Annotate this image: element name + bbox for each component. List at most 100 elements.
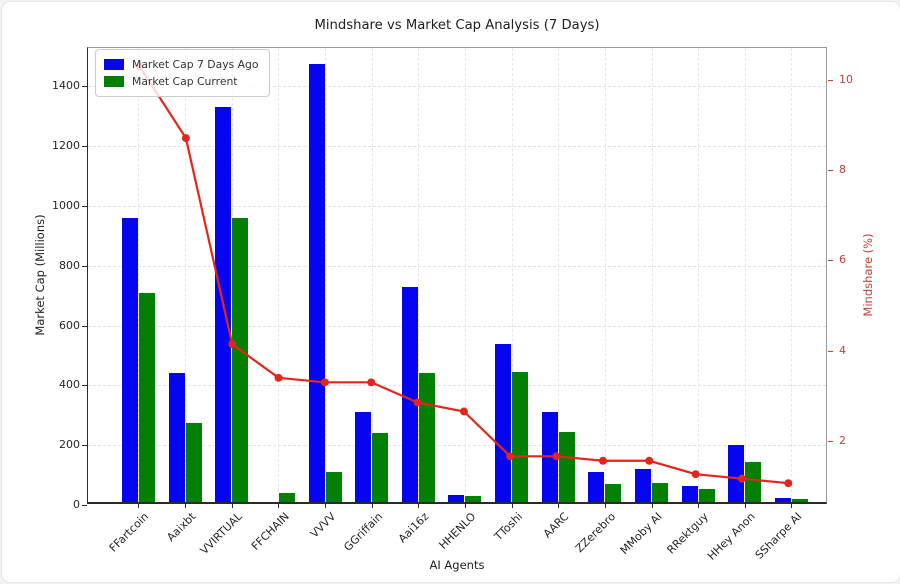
y-left-tickmark [82, 385, 87, 387]
gridline-vertical [371, 48, 373, 502]
legend-swatch-icon [104, 76, 124, 87]
mindshare-point [367, 378, 376, 387]
y-right-tick-label: 4 [839, 343, 846, 357]
gridline-vertical [651, 48, 653, 502]
x-tick-label: RRektguy [664, 510, 712, 557]
bar-current [232, 217, 249, 502]
bar-current [185, 422, 202, 502]
y-left-tickmark [82, 325, 87, 327]
y-left-tick-label: 1000 [52, 198, 80, 212]
bar-current [278, 493, 295, 502]
mindshare-point [737, 474, 746, 483]
bar-current [325, 472, 342, 502]
x-tickmark [558, 503, 560, 508]
y-right-tick-label: 2 [839, 433, 846, 447]
y-left-tick-label: 600 [59, 318, 80, 332]
mindshare-point [274, 373, 283, 382]
legend-label: Market Cap Current [132, 75, 238, 88]
y-left-tick-label: 1200 [52, 139, 80, 153]
gridline-vertical [464, 48, 466, 502]
x-tick-label: GGriffain [341, 510, 385, 554]
y-left-tickmark [82, 265, 87, 267]
mindshare-point [181, 134, 190, 143]
x-tickmark [138, 503, 140, 508]
bar-current [558, 431, 575, 502]
bar-prev [121, 217, 138, 502]
bar-prev [635, 469, 652, 502]
x-tick-label: HHENLO [436, 510, 479, 552]
x-tick-label: HHey Anon [705, 510, 759, 563]
y-axis-label-left: Market Cap (Millions) [33, 214, 47, 336]
mindshare-point [320, 378, 329, 387]
legend-swatch-icon [104, 59, 124, 70]
bar-prev [681, 485, 698, 502]
gridline-horizontal [88, 445, 826, 447]
gridline-vertical [791, 48, 793, 502]
bar-prev [355, 412, 372, 502]
x-tickmark [698, 503, 700, 508]
y-axis-label-right: Mindshare (%) [861, 233, 875, 317]
bar-prev [401, 286, 418, 502]
x-tickmark [651, 503, 653, 508]
mindshare-point [645, 456, 654, 465]
x-tick-label: Aai16z [396, 510, 432, 546]
gridline-horizontal [88, 86, 826, 88]
gridline-vertical [185, 48, 187, 502]
plot-area: 0 200 400 600 800 1000 1200 1400 2 4 6 8 10 FFartcoin… [52, 47, 853, 563]
y-right-tickmark [828, 440, 833, 442]
bar-prev [495, 343, 512, 502]
x-tick-label: SSharpe AI [752, 510, 805, 562]
gridline-vertical [278, 48, 280, 502]
x-tick-label: Aaixbt [164, 510, 199, 545]
bar-prev [168, 373, 185, 502]
y-left-tickmark [82, 86, 87, 88]
x-tickmark [325, 503, 327, 508]
legend-item: Market Cap 7 Days Ago [104, 56, 259, 73]
x-tick-label: ZZerebro [572, 510, 619, 556]
bar-prev [774, 497, 791, 502]
gridline-vertical [138, 48, 140, 502]
mindshare-point [691, 470, 700, 479]
x-tickmark [791, 503, 793, 508]
x-tick-label: FFCHAIN [248, 510, 292, 553]
mindshare-point [228, 340, 237, 349]
x-tickmark [744, 503, 746, 508]
x-tickmark [371, 503, 373, 508]
y-left-tickmark [82, 445, 87, 447]
bar-current [512, 371, 529, 502]
gridline-vertical [558, 48, 560, 502]
legend-label: Market Cap 7 Days Ago [132, 58, 259, 71]
x-tickmark [418, 503, 420, 508]
gridline-vertical [698, 48, 700, 502]
gridline-vertical [418, 48, 420, 502]
y-left-tick-label: 200 [59, 438, 80, 452]
grid-layer [88, 48, 826, 502]
x-tick-label: MMoby AI [617, 510, 665, 558]
y-right-tick-label: 10 [839, 73, 853, 87]
x-tickmark [604, 503, 606, 508]
gridline-vertical [744, 48, 746, 502]
x-tickmark [185, 503, 187, 508]
x-axis-label: AI Agents [429, 558, 485, 572]
x-tickmark [511, 503, 513, 508]
gridline-horizontal [88, 265, 826, 267]
legend-item: Market Cap Current [104, 73, 259, 90]
bar-current [698, 488, 715, 502]
bar-current [372, 433, 389, 502]
gridline-vertical [511, 48, 513, 502]
y-right-tick-label: 6 [839, 253, 846, 267]
gridline-horizontal [88, 146, 826, 148]
y-left-tickmark [82, 505, 87, 506]
chart-title: Mindshare vs Market Cap Analysis (7 Days… [314, 18, 600, 33]
bar-prev [448, 494, 465, 502]
x-tick-label: FFartcoin [107, 510, 152, 555]
gridline-vertical [325, 48, 327, 502]
x-tickmark [278, 503, 280, 508]
x-tickmark [464, 503, 466, 508]
x-tick-label: VVIRTUAL [197, 510, 245, 558]
bar-current [652, 482, 669, 502]
x-tick-label: AARC [540, 510, 572, 541]
x-tickmark [231, 503, 233, 508]
y-left-tickmark [82, 146, 87, 148]
mindshare-point [598, 456, 607, 465]
